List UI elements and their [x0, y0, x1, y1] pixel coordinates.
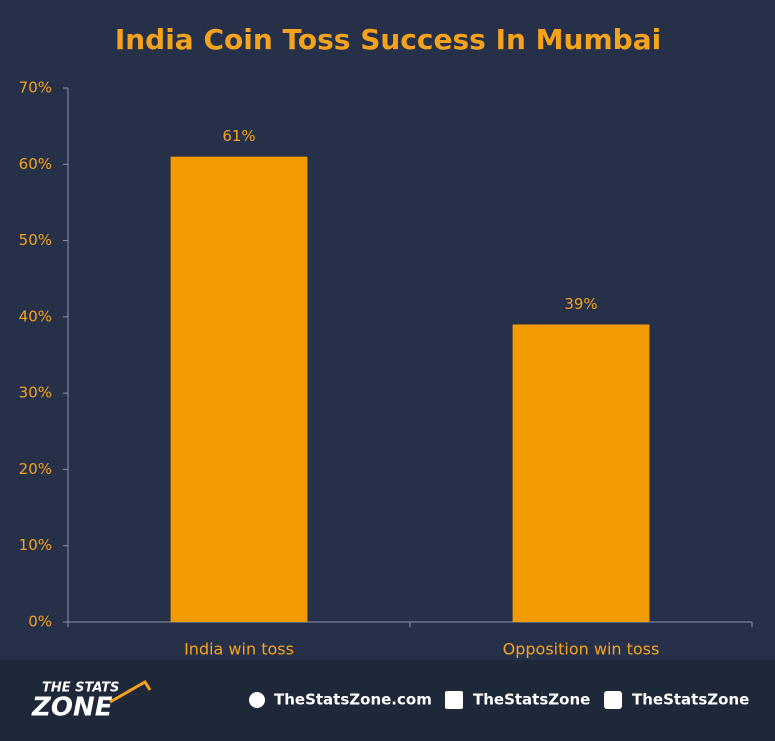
logo-bottom: ZONE: [31, 693, 113, 723]
bar: [512, 324, 650, 622]
y-tick-label: 60%: [19, 155, 52, 173]
y-tick-label: 10%: [19, 536, 52, 554]
y-tick-label: 70%: [19, 79, 52, 97]
logo: THE STATS ZONE: [31, 679, 152, 723]
value-label: 39%: [564, 295, 597, 313]
facebook-icon: [445, 691, 463, 709]
website[interactable]: TheStatsZone.com: [274, 691, 432, 709]
bar: [170, 156, 308, 622]
y-tick-label: 30%: [19, 384, 52, 402]
x-tick-label: India win toss: [184, 640, 294, 659]
x-tick-label: Opposition win toss: [503, 640, 660, 659]
footer-background: [0, 660, 775, 741]
y-tick-label: 20%: [19, 460, 52, 478]
globe-icon: [249, 692, 265, 708]
chart-background: [0, 0, 775, 660]
value-label: 61%: [222, 127, 255, 145]
y-tick-label: 0%: [28, 613, 52, 631]
logo-top: THE STATS: [42, 681, 119, 696]
logo-swoosh: [109, 679, 152, 704]
facebook[interactable]: TheStatsZone: [473, 691, 590, 709]
twitter[interactable]: TheStatsZone: [632, 691, 749, 709]
twitter-icon: [604, 691, 622, 709]
y-tick-label: 50%: [19, 231, 52, 249]
chart-title: India Coin Toss Success In Mumbai: [115, 23, 661, 56]
y-tick-label: 40%: [19, 307, 52, 325]
